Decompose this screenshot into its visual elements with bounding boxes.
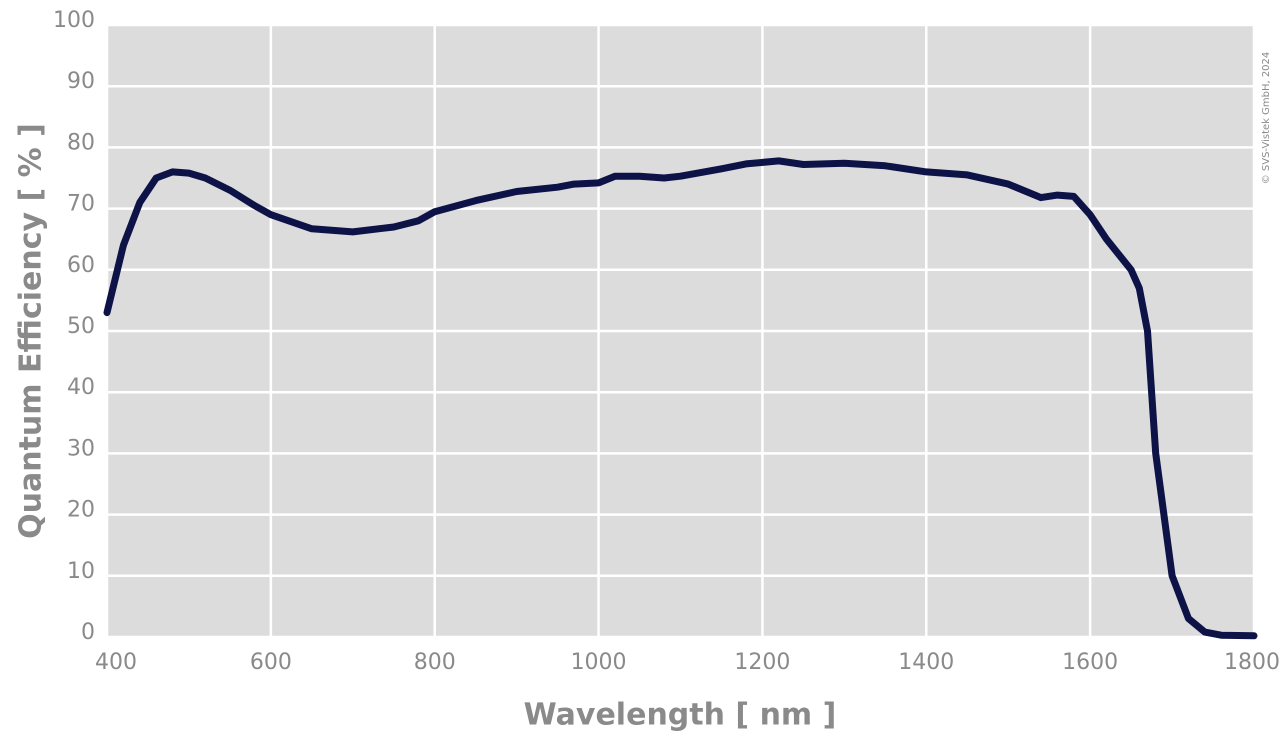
data-line <box>103 157 1258 640</box>
x-tick-label: 1200 <box>734 650 790 675</box>
y-tick-label: 30 <box>67 436 95 461</box>
y-tick-label: 60 <box>67 253 95 278</box>
x-tick-label: 600 <box>250 650 292 675</box>
x-tick-label: 400 <box>95 650 137 675</box>
x-tick-label: 1600 <box>1062 650 1118 675</box>
x-tick-label: 1400 <box>898 650 954 675</box>
x-axis-title: Wavelength [ nm ] <box>524 698 837 733</box>
x-tick-label: 1000 <box>571 650 627 675</box>
x-tick-label: 800 <box>414 650 456 675</box>
grid <box>105 23 1256 639</box>
x-tick-label: 1800 <box>1224 650 1280 675</box>
y-tick-label: 40 <box>67 375 95 400</box>
y-tick-label: 100 <box>53 8 95 33</box>
y-tick-label: 90 <box>67 69 95 94</box>
y-tick-label: 20 <box>67 498 95 523</box>
y-tick-label: 50 <box>67 314 95 339</box>
y-tick-label: 0 <box>81 620 95 645</box>
y-tick-label: 10 <box>67 559 95 584</box>
y-tick-label: 70 <box>67 192 95 217</box>
copyright: © SVS-Vistek GmbH, 2024 <box>1261 52 1272 185</box>
y-tick-label: 80 <box>67 130 95 155</box>
y-axis-title: Quantum Efficiency [ % ] <box>14 123 49 539</box>
